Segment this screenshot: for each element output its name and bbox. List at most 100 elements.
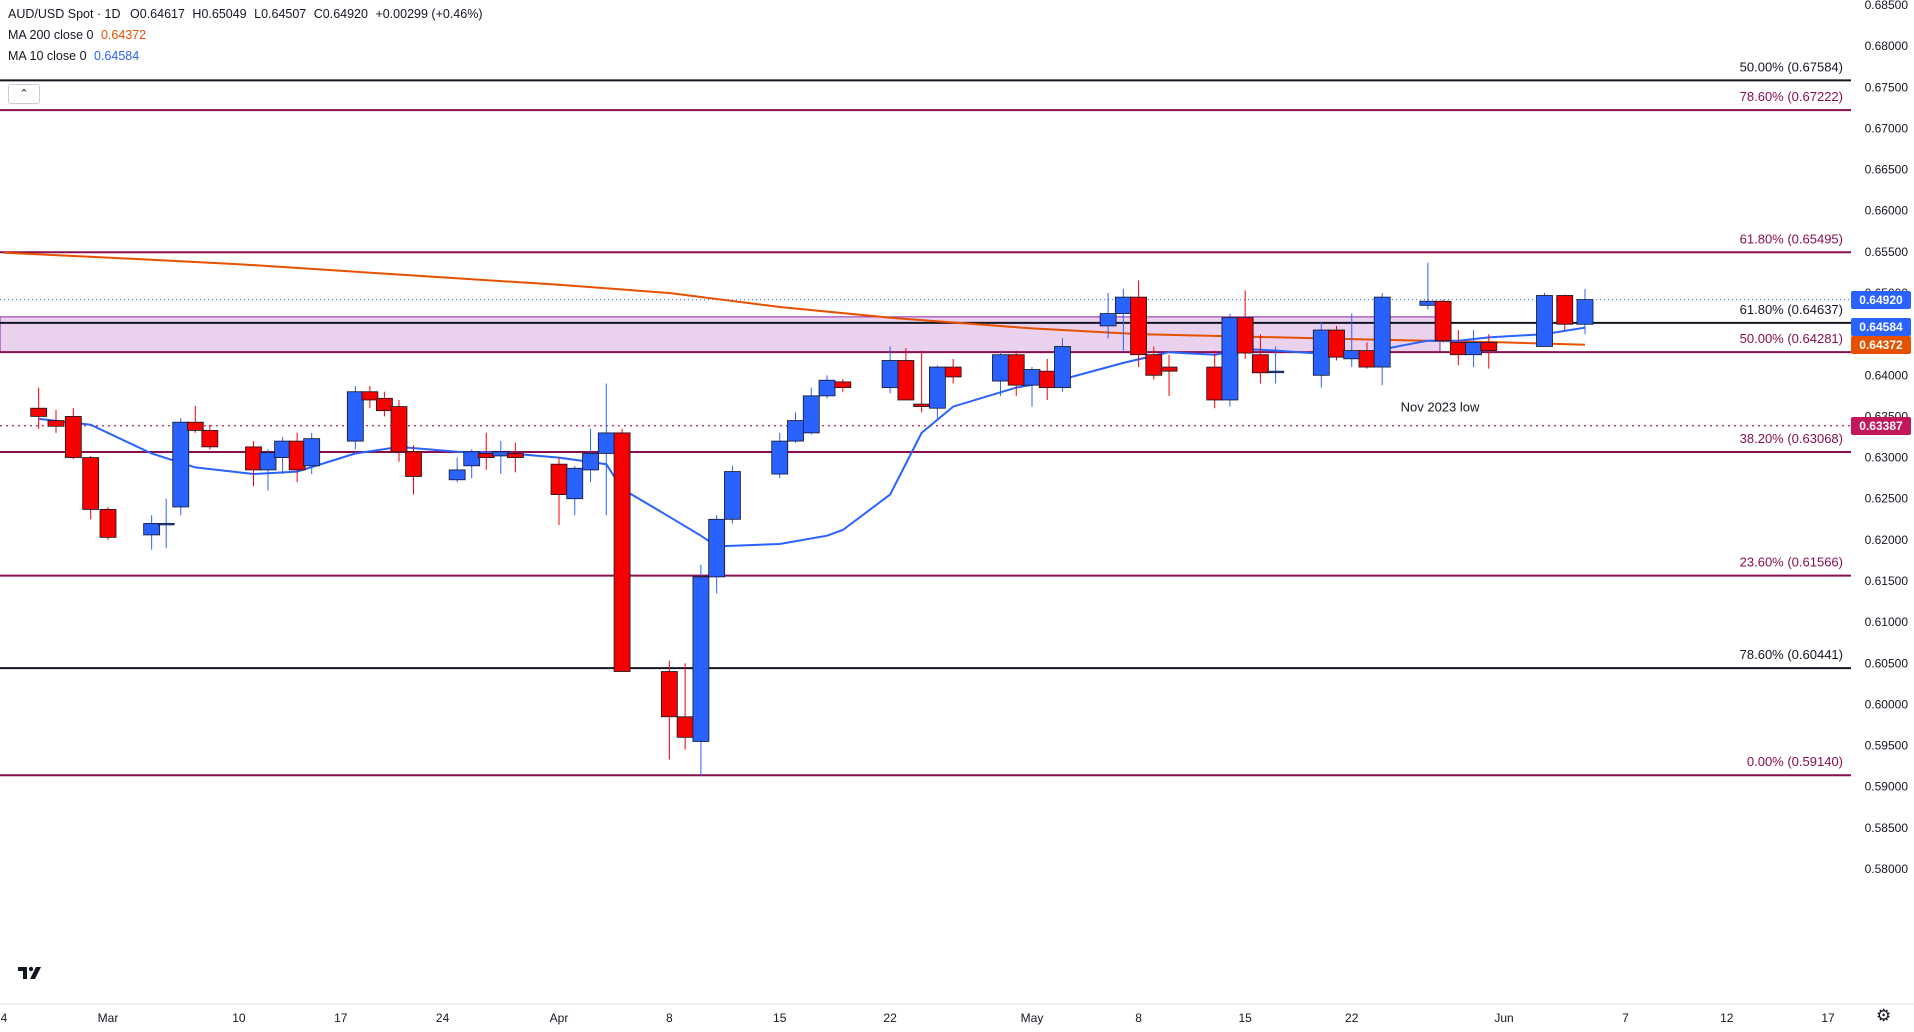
x-axis-tick-label: 7 — [1622, 1011, 1629, 1025]
candle-body — [1536, 295, 1553, 347]
candle-body — [944, 366, 962, 378]
candle-body — [708, 518, 726, 578]
x-axis-tick-label: 12 — [1720, 1011, 1734, 1025]
ohlc-close: C0.64920 — [313, 7, 368, 21]
fib-level-label: 61.80% (0.65495) — [1740, 231, 1843, 246]
candle-body — [1023, 369, 1041, 386]
candle-body — [245, 446, 262, 471]
candle-body — [1419, 300, 1437, 306]
candle-body — [1114, 296, 1132, 314]
ma10-label: MA 10 close 0 — [8, 49, 87, 63]
candle-body — [802, 395, 820, 434]
ohlc-high: H0.65049 — [192, 7, 247, 21]
settings-gear-icon[interactable]: ⚙ — [1876, 1006, 1892, 1025]
candle-body — [346, 391, 364, 442]
candle-body — [1312, 329, 1330, 376]
x-axis-tick-label: 22 — [883, 1011, 897, 1025]
candle-body — [1480, 341, 1498, 352]
fib-level-label: 61.80% (0.64637) — [1740, 302, 1843, 317]
candle-body — [477, 453, 495, 458]
legend-ma10-row[interactable]: MA 10 close 0 0.64584 — [8, 46, 482, 67]
candle-body — [676, 716, 694, 738]
candle-body — [274, 440, 291, 458]
y-axis-tick-label: 0.61000 — [1865, 615, 1909, 629]
candle-body — [1007, 354, 1025, 386]
candle-body — [506, 453, 524, 458]
y-axis-tick-label: 0.63000 — [1865, 451, 1909, 465]
candle-body — [157, 523, 175, 526]
candle-body — [143, 523, 161, 536]
candle-body — [1373, 296, 1391, 368]
fib-level-label: 50.00% (0.67584) — [1740, 59, 1843, 74]
candle-body — [724, 471, 741, 520]
y-axis-tick-label: 0.59500 — [1865, 739, 1909, 753]
ohlc-open: O0.64617 — [130, 7, 185, 21]
candle-body — [259, 452, 277, 471]
candle-body — [1465, 341, 1482, 356]
ma200-value: 0.64372 — [100, 28, 147, 42]
candle-body — [1145, 354, 1163, 376]
fib-level-label: 50.00% (0.64281) — [1740, 331, 1843, 346]
candle-body — [992, 354, 1009, 382]
candle-body — [929, 366, 946, 409]
candle-body — [1160, 366, 1178, 372]
candle-body — [82, 457, 100, 510]
symbol-title[interactable]: AUD/USD Spot · 1D — [8, 7, 121, 21]
candle-body — [771, 440, 789, 475]
nov-low-price-badge: 0.63387 — [1851, 416, 1911, 435]
candle-body — [492, 451, 510, 457]
x-axis-tick-label: 17 — [1821, 1011, 1835, 1025]
candle-body — [613, 432, 631, 672]
fib-level-label: 78.60% (0.67222) — [1740, 89, 1843, 104]
ma200-price-badge: 0.64372 — [1851, 335, 1911, 354]
candle-body — [463, 451, 481, 467]
last-price-badge: 0.64920 — [1851, 290, 1911, 309]
candle-body — [1358, 350, 1376, 368]
candle-body — [1556, 295, 1574, 325]
candle-body — [692, 576, 710, 742]
legend-ma200-row[interactable]: MA 200 close 0 0.64372 — [8, 25, 482, 46]
candle-body — [390, 406, 408, 453]
x-axis-tick-label: 10 — [232, 1011, 246, 1025]
candle-body — [834, 381, 852, 389]
x-axis-tick-label: 15 — [773, 1011, 787, 1025]
legend-collapse-button[interactable]: ⌃ — [8, 84, 40, 104]
x-axis-tick-label: 24 — [436, 1011, 450, 1025]
y-axis-tick-label: 0.60000 — [1865, 697, 1909, 711]
candle-body — [1343, 350, 1361, 360]
x-axis-tick-label: 8 — [1135, 1011, 1142, 1025]
ma10-value: 0.64584 — [94, 49, 140, 63]
candle-body — [1099, 313, 1117, 327]
candle-body — [550, 463, 568, 496]
tradingview-logo[interactable] — [12, 958, 48, 986]
y-axis-tick-label: 0.64000 — [1865, 368, 1909, 382]
y-axis-tick-label: 0.58500 — [1865, 821, 1909, 835]
y-axis-tick-label: 0.60500 — [1865, 656, 1909, 670]
nov-2023-low-label: Nov 2023 low — [1401, 400, 1480, 415]
x-axis-tick-label: Mar — [98, 1011, 119, 1025]
y-axis-tick-label: 0.66000 — [1865, 204, 1909, 218]
candle-body — [913, 403, 931, 407]
x-axis-tick-label: 15 — [1238, 1011, 1252, 1025]
y-axis-tick-label: 0.62500 — [1865, 492, 1909, 506]
fib-level-label: 0.00% (0.59140) — [1747, 754, 1843, 769]
x-axis-tick-label: Jun — [1494, 1011, 1513, 1025]
candle-body — [1054, 346, 1071, 389]
chevron-up-icon: ⌃ — [19, 88, 29, 100]
x-axis-tick-label: 8 — [666, 1011, 673, 1025]
candle-body — [376, 397, 393, 412]
y-axis-tick-label: 0.67000 — [1865, 121, 1909, 135]
ma10-line — [38, 326, 1586, 548]
x-axis-tick-label: Apr — [550, 1011, 569, 1025]
candle-body — [787, 420, 804, 442]
legend-symbol-row[interactable]: AUD/USD Spot · 1D O0.64617 H0.65049 L0.6… — [8, 4, 482, 25]
fib-level-label: 23.60% (0.61566) — [1740, 555, 1843, 570]
candle-body — [881, 360, 899, 389]
candle-body — [1434, 300, 1452, 342]
y-axis-tick-label: 0.58000 — [1865, 862, 1909, 876]
y-axis-tick-label: 0.66500 — [1865, 163, 1909, 177]
ohlc-change: +0.00299 (+0.46%) — [375, 7, 483, 21]
candle-body — [64, 416, 82, 458]
fib-level-label: 38.20% (0.63068) — [1740, 431, 1843, 446]
